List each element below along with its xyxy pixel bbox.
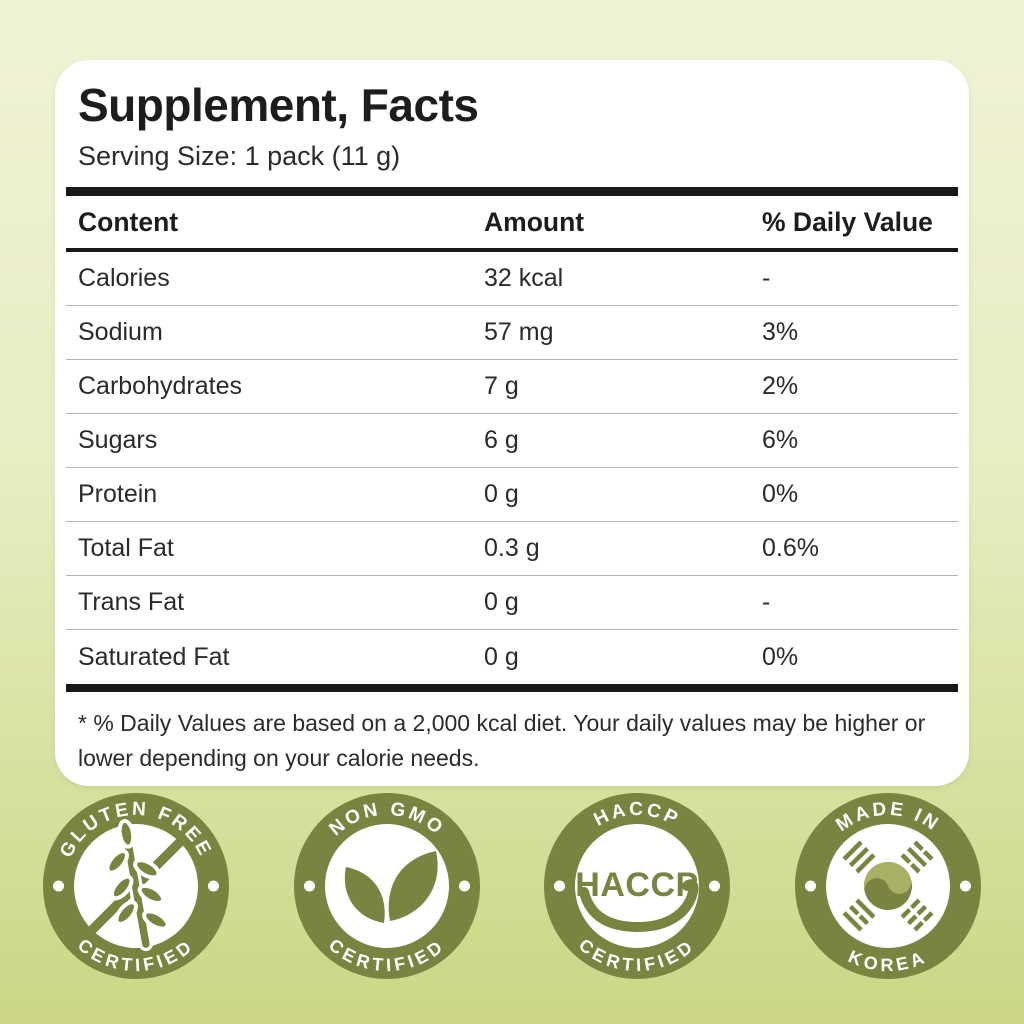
table-top-rule bbox=[66, 187, 958, 196]
non-gmo-badge: NON GMO CERTIFIED bbox=[293, 793, 480, 979]
row-content: Calories bbox=[78, 264, 170, 292]
trigram-gon bbox=[900, 898, 934, 932]
table-row: Sugars 6 g 6% bbox=[66, 414, 958, 468]
row-content: Carbohydrates bbox=[78, 372, 242, 400]
daily-value-footnote: * % Daily Values are based on a 2,000 kc… bbox=[78, 710, 926, 771]
badge-dot-right bbox=[959, 880, 971, 892]
row-daily-value: 3% bbox=[762, 318, 799, 346]
supplement-facts-card: Supplement, Facts Serving Size: 1 pack (… bbox=[55, 60, 969, 786]
row-daily-value: 2% bbox=[762, 372, 799, 400]
row-daily-value: - bbox=[762, 588, 771, 616]
row-daily-value: 0% bbox=[762, 642, 799, 671]
trigram-ri bbox=[842, 898, 876, 932]
header-amount: Amount bbox=[484, 206, 585, 237]
row-amount: 0 g bbox=[484, 642, 519, 671]
table-header-row: Content Amount % Daily Value bbox=[66, 196, 958, 252]
certification-badges: GLUTEN FREE CERTIFIED NON GMO CERTIFIED … bbox=[0, 793, 1024, 979]
row-content: Sodium bbox=[78, 318, 163, 346]
wheat-crossed-icon bbox=[83, 818, 189, 952]
leaves-icon bbox=[344, 851, 438, 923]
badge-dot-left bbox=[804, 880, 816, 892]
badge-dot-left bbox=[53, 880, 64, 892]
badge-dot-right bbox=[458, 880, 470, 892]
row-content: Sugars bbox=[78, 426, 158, 454]
row-daily-value: 0.6% bbox=[762, 534, 819, 562]
badge-dot-left bbox=[554, 880, 566, 892]
table-body: Calories 32 kcal - Sodium 57 mg 3% Carbo… bbox=[66, 252, 958, 684]
korean-flag-icon bbox=[842, 840, 934, 932]
serving-size: Serving Size: 1 pack (11 g) bbox=[78, 141, 401, 171]
haccp-swoosh-logo: HACCP bbox=[576, 866, 699, 933]
table-row: Saturated Fat 0 g 0% bbox=[66, 630, 958, 684]
table-row: Total Fat 0.3 g 0.6% bbox=[66, 522, 958, 576]
row-daily-value: 0% bbox=[762, 480, 799, 508]
row-content: Total Fat bbox=[78, 534, 174, 562]
row-content: Trans Fat bbox=[78, 588, 185, 616]
header-content: Content bbox=[78, 206, 179, 237]
row-daily-value: 6% bbox=[762, 426, 799, 454]
table-row: Protein 0 g 0% bbox=[66, 468, 958, 522]
row-daily-value: - bbox=[762, 264, 771, 292]
haccp-badge: HACCP HACCP CERTIFIED bbox=[544, 793, 731, 979]
taegeuk-symbol bbox=[863, 862, 912, 910]
table-bottom-rule bbox=[66, 684, 958, 692]
row-amount: 6 g bbox=[484, 426, 519, 454]
table-row: Sodium 57 mg 3% bbox=[66, 306, 958, 360]
gluten-free-badge: GLUTEN FREE CERTIFIED bbox=[43, 793, 229, 979]
badge-dot-right bbox=[709, 880, 721, 892]
row-amount: 7 g bbox=[484, 372, 519, 400]
badge-dot-right bbox=[208, 880, 219, 892]
row-content: Saturated Fat bbox=[78, 642, 230, 671]
haccp-center-text: HACCP bbox=[576, 866, 699, 904]
row-amount: 0 g bbox=[484, 480, 519, 508]
row-amount: 32 kcal bbox=[484, 264, 564, 292]
trigram-gam bbox=[900, 840, 934, 874]
header-daily-value: % Daily Value bbox=[762, 206, 933, 237]
row-amount: 0 g bbox=[484, 588, 519, 616]
made-in-korea-badge: MADE IN KOREA bbox=[794, 793, 981, 979]
table-row: Carbohydrates 7 g 2% bbox=[66, 360, 958, 414]
table-row: Trans Fat 0 g - bbox=[66, 576, 958, 630]
page-title: Supplement, Facts bbox=[78, 79, 479, 131]
row-amount: 57 mg bbox=[484, 318, 554, 346]
badge-dot-left bbox=[303, 880, 315, 892]
row-content: Protein bbox=[78, 480, 158, 508]
trigram-geon bbox=[842, 840, 876, 874]
table-row: Calories 32 kcal - bbox=[66, 252, 958, 306]
nutrition-table: Content Amount % Daily Value Calories 32… bbox=[66, 187, 958, 692]
row-amount: 0.3 g bbox=[484, 534, 540, 562]
